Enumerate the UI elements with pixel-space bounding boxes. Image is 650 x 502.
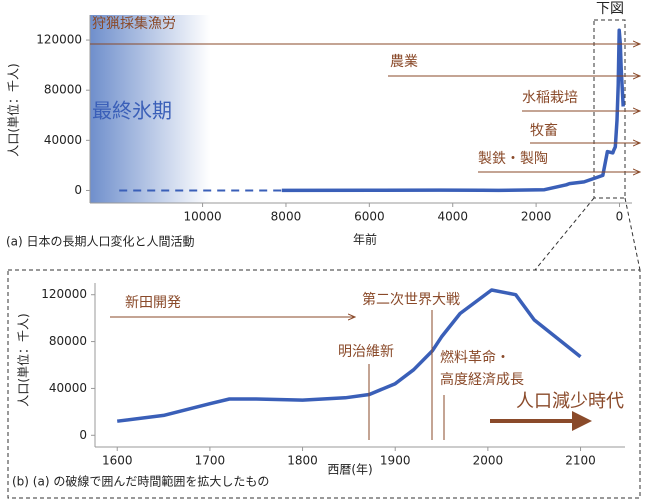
x-tick-label: 4000 (437, 210, 468, 224)
y-tick-label: 120000 (41, 287, 87, 301)
x-tick-label: 8000 (271, 210, 302, 224)
ice-age-region (90, 15, 210, 203)
x-tick-label: 2100 (565, 454, 596, 468)
x-tick-label: 1700 (195, 454, 226, 468)
y-tick-label: 40000 (49, 381, 87, 395)
annotation: 燃料革命・ (440, 349, 510, 366)
x-axis-label: 西暦(年) (327, 463, 372, 477)
x-tick-label: 0 (616, 210, 624, 224)
x-tick-label: 1600 (102, 454, 133, 468)
annotation: 農業 (390, 54, 418, 70)
annotation: 新田開発 (125, 295, 181, 311)
annotation: 水稲栽培 (522, 90, 578, 106)
annotation: 第二次世界大戦 (362, 291, 460, 308)
y-axis-label: 人口(単位：千人) (6, 63, 21, 156)
annotation: 製鉄・製陶 (478, 151, 548, 167)
y-tick-label: 0 (74, 183, 82, 197)
annotation: 牧畜 (530, 123, 558, 139)
x-tick-label: 1800 (287, 454, 318, 468)
box-label: 下図 (596, 1, 624, 17)
x-tick-label: 2000 (521, 210, 552, 224)
annotation: 高度経済成長 (440, 371, 524, 388)
annotation: 明治維新 (338, 344, 394, 360)
annotation: 狩猟採集漁労 (92, 15, 176, 32)
data-line (281, 28, 625, 193)
caption: (a) 日本の長期人口変化と人間活動 (6, 234, 195, 249)
x-tick-label: 10000 (183, 210, 221, 224)
connector (534, 197, 595, 271)
caption: (b) (a) の破線で囲んだ時間範囲を拡大したもの (12, 474, 269, 489)
x-tick-label: 1900 (380, 454, 411, 468)
x-tick-label: 6000 (354, 210, 385, 224)
annotation: 人口減少時代 (516, 391, 624, 412)
zoom-frame (7, 269, 641, 499)
zoom-box (593, 19, 626, 199)
y-tick-label: 40000 (44, 133, 82, 147)
y-tick-label: 80000 (44, 83, 82, 97)
x-axis-label: 年前 (353, 232, 377, 247)
y-tick-label: 120000 (36, 33, 82, 47)
x-tick-label: 2000 (473, 454, 504, 468)
y-tick-label: 0 (79, 428, 87, 442)
region-label: 最終氷期 (92, 99, 172, 123)
y-tick-label: 80000 (49, 334, 87, 348)
y-axis-label: 人口(単位：千人) (16, 313, 31, 406)
data-line (116, 288, 582, 423)
connector (624, 197, 641, 271)
